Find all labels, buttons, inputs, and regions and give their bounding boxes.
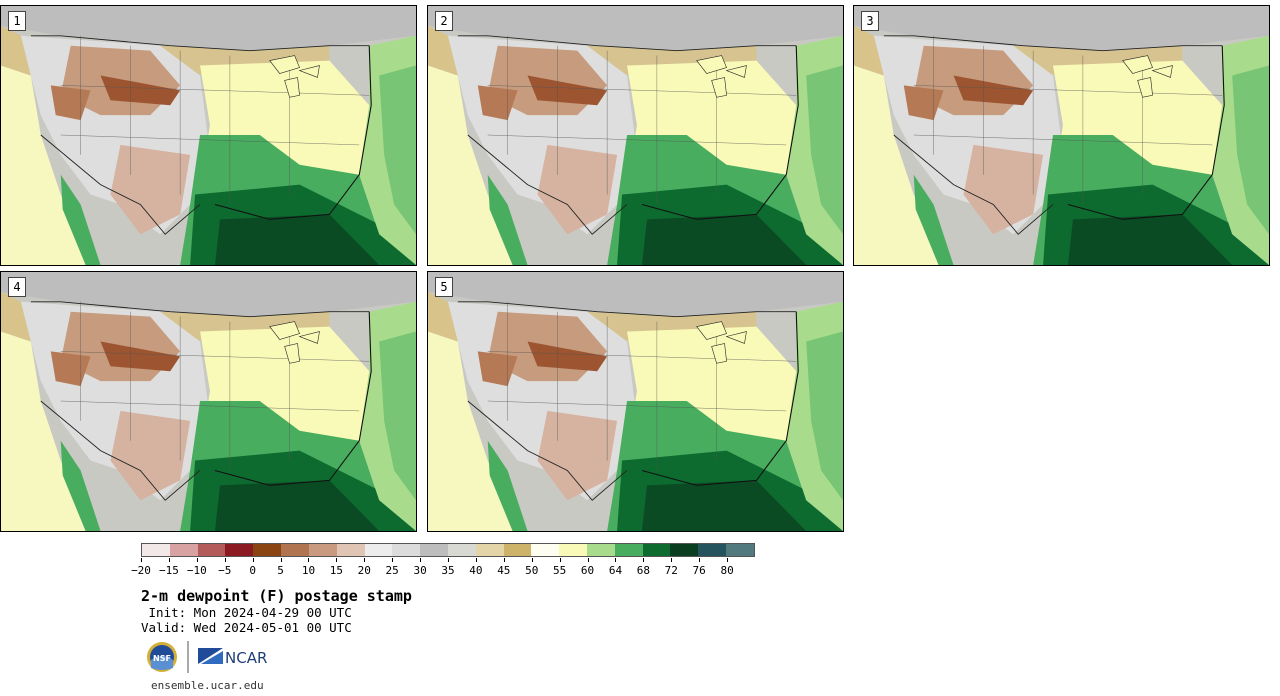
colorbar-tick-label: 30 <box>413 564 427 577</box>
colorbar-swatch <box>308 544 337 556</box>
colorbar-swatch <box>531 544 560 556</box>
colorbar-swatch <box>281 544 309 556</box>
colorbar-tick-label: 15 <box>329 564 343 577</box>
colorbar-tick-label: 80 <box>720 564 734 577</box>
colorbar-tick <box>280 558 282 562</box>
colorbar-swatch <box>503 544 532 556</box>
colorbar-swatch <box>559 544 587 556</box>
colorbar-tick-label: −5 <box>218 564 232 577</box>
colorbar-tick <box>699 558 701 562</box>
colorbar-swatch <box>420 544 448 556</box>
valid-time: Valid: Wed 2024-05-01 00 UTC <box>141 620 352 635</box>
colorbar-swatch <box>392 544 421 556</box>
colorbar-swatch <box>364 544 393 556</box>
map-panel-3: 3 <box>853 5 1270 266</box>
colorbar-swatch <box>642 544 671 556</box>
colorbar-swatch <box>169 544 198 556</box>
colorbar-tick <box>448 558 449 562</box>
panel-label: 4 <box>8 277 26 297</box>
colorbar-tick-label: 55 <box>553 564 567 577</box>
init-time: Init: Mon 2024-04-29 00 UTC <box>141 605 352 620</box>
colorbar-swatch <box>587 544 615 556</box>
colorbar-tick-label: −10 <box>186 564 207 577</box>
colorbar-tick <box>503 558 505 562</box>
colorbar-swatch <box>197 544 226 556</box>
colorbar-swatch <box>475 544 504 556</box>
ncar-logo-text: NCAR <box>225 649 267 667</box>
colorbar-tick <box>587 558 589 562</box>
colorbar-tick <box>671 558 673 562</box>
colorbar-swatch <box>614 544 643 556</box>
colorbar-tick-label: 60 <box>580 564 595 577</box>
dewpoint-map-2 <box>428 6 843 265</box>
colorbar-tick <box>531 558 533 562</box>
colorbar-swatch <box>447 544 476 556</box>
site-url[interactable]: ensemble.ucar.edu <box>151 679 264 692</box>
map-panel-5: 5 <box>427 271 844 532</box>
colorbar-swatch <box>336 544 365 556</box>
colorbar-swatch <box>142 544 170 556</box>
colorbar-tick <box>559 558 561 562</box>
colorbar <box>141 543 755 557</box>
colorbar-tick-label: 25 <box>385 564 399 577</box>
colorbar-tick <box>224 558 226 562</box>
plot-title: 2-m dewpoint (F) postage stamp <box>141 587 412 605</box>
colorbar-ticks: −20 −15 −10 −5 0 5 10 15 20 25 30 35 40 45 50 55 60 64 68 7… <box>131 558 755 582</box>
colorbar-tick <box>252 558 254 562</box>
colorbar-tick <box>392 558 394 562</box>
colorbar-tick-label: 5 <box>277 564 284 577</box>
map-panel-1: 1 <box>0 5 417 266</box>
colorbar-tick <box>168 558 170 562</box>
map-panel-4: 4 <box>0 271 417 532</box>
panel-label: 5 <box>435 277 453 297</box>
colorbar-swatch <box>726 544 754 556</box>
colorbar-tick <box>364 558 366 562</box>
colorbar-tick-label: −20 <box>131 564 151 577</box>
colorbar-tick <box>336 558 338 562</box>
colorbar-tick <box>420 558 422 562</box>
colorbar-tick-label: 45 <box>497 564 511 577</box>
dewpoint-map-5 <box>428 272 843 531</box>
colorbar-tick <box>308 558 310 562</box>
colorbar-tick <box>643 558 645 562</box>
ncar-logo-icon: NCAR <box>198 648 267 667</box>
dewpoint-map-4 <box>1 272 416 531</box>
colorbar-swatch <box>253 544 282 556</box>
colorbar-tick-label: 76 <box>692 564 706 577</box>
colorbar-swatch <box>698 544 727 556</box>
dewpoint-map-1 <box>1 6 416 265</box>
panel-label: 3 <box>861 11 879 31</box>
panel-label: 2 <box>435 11 453 31</box>
colorbar-tick-label: 35 <box>441 564 455 577</box>
dewpoint-map-3 <box>854 6 1269 265</box>
colorbar-swatch <box>670 544 699 556</box>
colorbar-tick-label: 68 <box>636 564 650 577</box>
colorbar-tick-label: 50 <box>525 564 539 577</box>
colorbar-tick <box>475 558 477 562</box>
panel-label: 1 <box>8 11 26 31</box>
colorbar-tick-label: 64 <box>608 564 623 577</box>
colorbar-tick <box>141 558 142 562</box>
nsf-logo-text: NSF <box>153 654 171 663</box>
colorbar-tick-label: 40 <box>469 564 483 577</box>
colorbar-tick <box>615 558 617 562</box>
colorbar-tick <box>196 558 198 562</box>
colorbar-tick-label: 20 <box>357 564 371 577</box>
colorbar-tick-label: 0 <box>249 564 256 577</box>
logos: NSF NCAR <box>147 641 267 673</box>
colorbar-tick-label: 72 <box>664 564 678 577</box>
colorbar-tick-label: −15 <box>158 564 179 577</box>
colorbar-swatch <box>225 544 254 556</box>
map-panel-2: 2 <box>427 5 844 266</box>
colorbar-tick <box>727 558 729 562</box>
colorbar-tick-label: 10 <box>301 564 316 577</box>
nsf-logo-icon: NSF <box>147 642 177 672</box>
